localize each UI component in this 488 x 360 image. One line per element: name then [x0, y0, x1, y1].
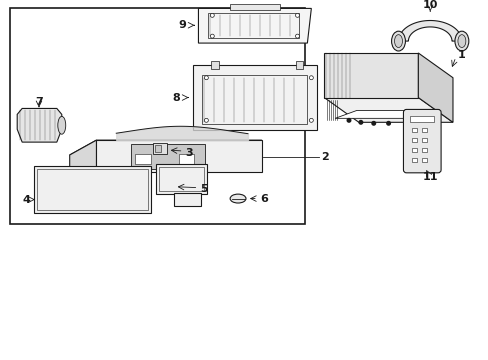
Bar: [230, 4, 279, 10]
Polygon shape: [334, 111, 427, 118]
Text: 11: 11: [422, 172, 437, 182]
Text: 10: 10: [422, 0, 437, 10]
Circle shape: [210, 13, 214, 17]
Bar: [421, 128, 426, 132]
Bar: [421, 158, 426, 162]
Text: 1: 1: [457, 50, 465, 60]
Bar: [421, 138, 426, 142]
Bar: [34, 166, 151, 213]
Circle shape: [210, 34, 214, 38]
Text: 7: 7: [35, 96, 43, 107]
Bar: [10, 8, 305, 224]
Circle shape: [386, 122, 389, 125]
Circle shape: [156, 165, 161, 170]
Ellipse shape: [58, 116, 65, 134]
Polygon shape: [398, 21, 461, 41]
Text: 4: 4: [22, 194, 30, 204]
Polygon shape: [198, 8, 311, 43]
Circle shape: [309, 118, 313, 122]
Bar: [173, 193, 201, 207]
Ellipse shape: [457, 35, 465, 48]
Bar: [178, 154, 194, 164]
Bar: [156, 164, 207, 194]
Text: 9: 9: [178, 20, 186, 30]
Text: 8: 8: [173, 93, 180, 103]
Bar: [421, 148, 426, 152]
Bar: [411, 138, 416, 142]
Ellipse shape: [394, 35, 402, 48]
Circle shape: [166, 165, 171, 170]
Polygon shape: [417, 53, 452, 122]
Polygon shape: [96, 140, 261, 172]
Bar: [153, 143, 166, 154]
Ellipse shape: [391, 31, 405, 51]
Circle shape: [204, 76, 208, 80]
Circle shape: [295, 34, 299, 38]
Circle shape: [295, 13, 299, 17]
Ellipse shape: [454, 31, 468, 51]
Polygon shape: [70, 140, 96, 190]
Circle shape: [346, 118, 350, 122]
Bar: [411, 148, 416, 152]
Bar: [159, 167, 204, 191]
Bar: [411, 128, 416, 132]
Bar: [295, 61, 303, 69]
Bar: [135, 154, 151, 164]
Circle shape: [358, 121, 362, 124]
Bar: [155, 145, 161, 152]
Text: 2: 2: [321, 152, 328, 162]
FancyBboxPatch shape: [403, 109, 440, 173]
Text: 3: 3: [185, 148, 193, 158]
Polygon shape: [324, 98, 452, 122]
Ellipse shape: [230, 194, 245, 203]
Bar: [202, 75, 307, 124]
Polygon shape: [17, 108, 61, 142]
Bar: [409, 116, 433, 122]
Bar: [411, 158, 416, 162]
Bar: [208, 13, 299, 38]
Polygon shape: [70, 140, 261, 155]
Circle shape: [371, 122, 375, 125]
Bar: [37, 169, 148, 211]
Text: 6: 6: [259, 194, 267, 203]
Circle shape: [309, 76, 313, 80]
Text: 5: 5: [200, 184, 207, 194]
Bar: [131, 144, 205, 169]
Circle shape: [204, 118, 208, 122]
Polygon shape: [192, 65, 317, 130]
Bar: [211, 61, 219, 69]
Polygon shape: [324, 53, 417, 98]
